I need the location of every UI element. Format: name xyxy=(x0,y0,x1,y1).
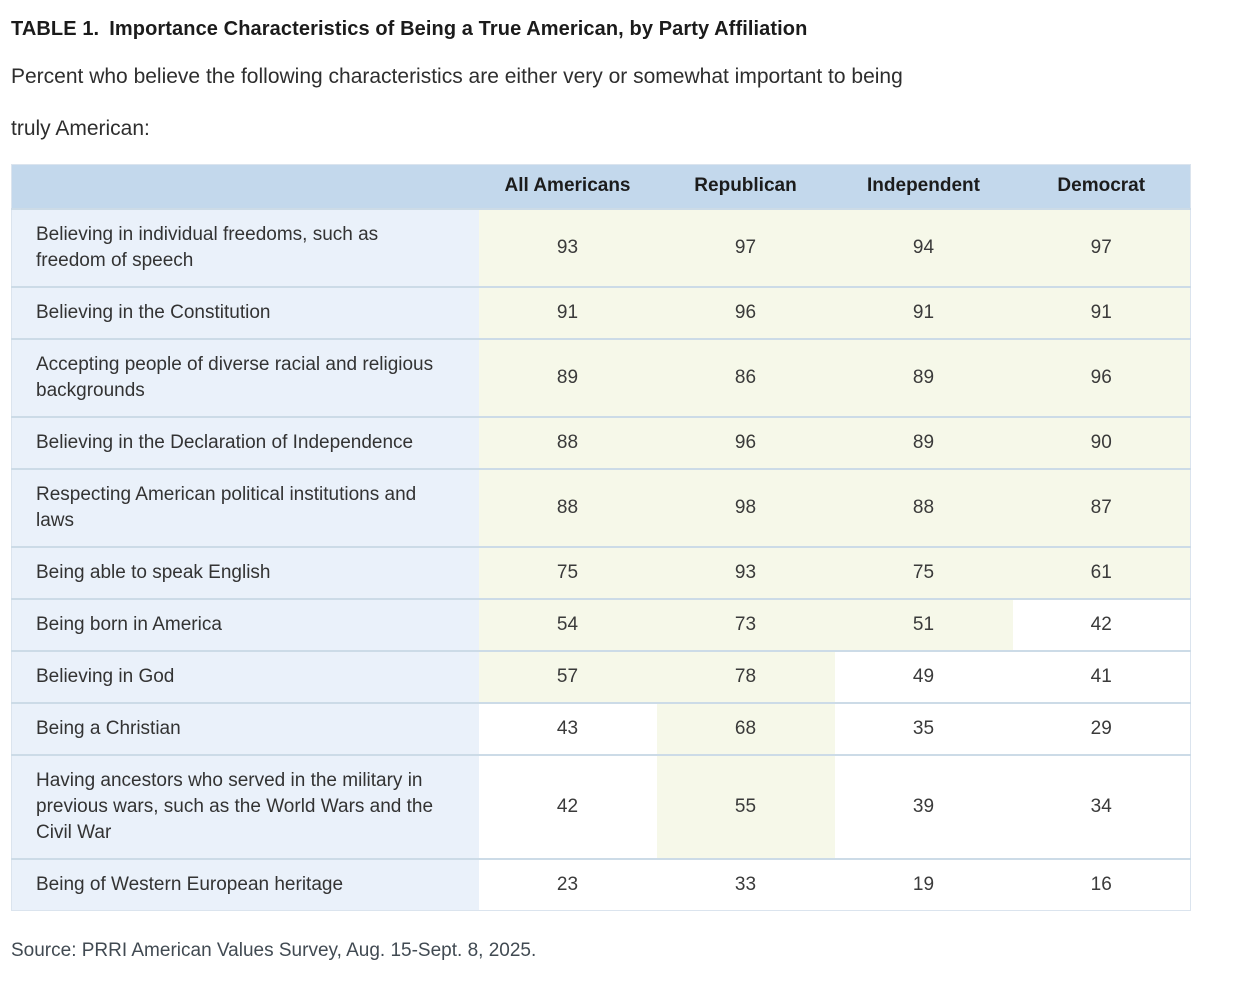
value-cell: 42 xyxy=(1012,599,1191,651)
corner-cell xyxy=(11,164,479,209)
source-note: Source: PRRI American Values Survey, Aug… xyxy=(11,940,537,961)
value-cell: 98 xyxy=(656,469,835,547)
row-label: Accepting people of diverse racial and r… xyxy=(11,339,479,417)
value-cell: 55 xyxy=(656,755,835,859)
row-label: Being able to speak English xyxy=(11,547,479,599)
table-row: Accepting people of diverse racial and r… xyxy=(11,339,1191,417)
row-label: Being born in America xyxy=(11,599,479,651)
table-row: Believing in the Declaration of Independ… xyxy=(11,417,1191,469)
table-figure: TABLE 1. Importance Characteristics of Be… xyxy=(11,0,1191,962)
value-cell: 42 xyxy=(478,755,657,859)
value-cell: 78 xyxy=(656,651,835,703)
value-cell: 97 xyxy=(1012,209,1191,287)
value-cell: 29 xyxy=(1012,703,1191,755)
value-cell: 68 xyxy=(656,703,835,755)
table-row: Being able to speak English 75 93 75 61 xyxy=(11,547,1191,599)
subtitle-line-2: truly American: xyxy=(11,117,150,140)
header-row: All Americans Republican Independent Democr… xyxy=(11,164,1191,209)
value-cell: 94 xyxy=(834,209,1013,287)
value-cell: 54 xyxy=(478,599,657,651)
survey-table: All Americans Republican Independent Democr… xyxy=(11,164,1191,911)
row-label: Believing in the Declaration of Independ… xyxy=(11,417,479,469)
value-cell: 33 xyxy=(656,859,835,911)
value-cell: 91 xyxy=(834,287,1013,339)
column-header-1: All Americans xyxy=(478,164,657,209)
row-label: Being a Christian xyxy=(11,703,479,755)
row-label: Believing in individual freedoms, such a… xyxy=(11,209,479,287)
value-cell: 89 xyxy=(834,339,1013,417)
value-cell: 51 xyxy=(834,599,1013,651)
column-header-3: Independent xyxy=(834,164,1013,209)
value-cell: 88 xyxy=(478,417,657,469)
value-cell: 89 xyxy=(478,339,657,417)
value-cell: 73 xyxy=(656,599,835,651)
table-row: Believing in God 57 78 49 41 xyxy=(11,651,1191,703)
value-cell: 88 xyxy=(478,469,657,547)
value-cell: 57 xyxy=(478,651,657,703)
table-row: Having ancestors who served in the milit… xyxy=(11,755,1191,859)
value-cell: 93 xyxy=(478,209,657,287)
value-cell: 90 xyxy=(1012,417,1191,469)
value-cell: 97 xyxy=(656,209,835,287)
value-cell: 88 xyxy=(834,469,1013,547)
subtitle-line-1: Percent who believe the following charac… xyxy=(11,65,903,88)
table-subtitle: Percent who believe the following charac… xyxy=(11,51,1190,155)
value-cell: 75 xyxy=(478,547,657,599)
value-cell: 75 xyxy=(834,547,1013,599)
table-row: Believing in individual freedoms, such a… xyxy=(11,209,1191,287)
table-header: All Americans Republican Independent Democr… xyxy=(11,164,1191,209)
table-row: Respecting American political institutio… xyxy=(11,469,1191,547)
value-cell: 93 xyxy=(656,547,835,599)
value-cell: 89 xyxy=(834,417,1013,469)
value-cell: 91 xyxy=(1012,287,1191,339)
row-label: Respecting American political institutio… xyxy=(11,469,479,547)
table-row: Being of Western European heritage 23 33 19… xyxy=(11,859,1191,911)
value-cell: 16 xyxy=(1012,859,1191,911)
table-row: Being born in America 54 73 51 42 xyxy=(11,599,1191,651)
value-cell: 34 xyxy=(1012,755,1191,859)
table-number: TABLE 1. xyxy=(11,18,100,40)
value-cell: 96 xyxy=(656,287,835,339)
table-row: Believing in the Constitution 91 96 91 91 xyxy=(11,287,1191,339)
value-cell: 91 xyxy=(478,287,657,339)
value-cell: 35 xyxy=(834,703,1013,755)
table-body: Believing in individual freedoms, such a… xyxy=(11,209,1191,911)
column-header-4: Democrat xyxy=(1012,164,1191,209)
value-cell: 19 xyxy=(834,859,1013,911)
value-cell: 87 xyxy=(1012,469,1191,547)
value-cell: 96 xyxy=(656,417,835,469)
row-label: Believing in God xyxy=(11,651,479,703)
table-row: Being a Christian 43 68 35 29 xyxy=(11,703,1191,755)
row-label: Being of Western European heritage xyxy=(11,859,479,911)
row-label: Having ancestors who served in the milit… xyxy=(11,755,479,859)
row-label: Believing in the Constitution xyxy=(11,287,479,339)
column-header-2: Republican xyxy=(656,164,835,209)
value-cell: 96 xyxy=(1012,339,1191,417)
value-cell: 61 xyxy=(1012,547,1191,599)
value-cell: 49 xyxy=(834,651,1013,703)
value-cell: 39 xyxy=(834,755,1013,859)
value-cell: 23 xyxy=(478,859,657,911)
value-cell: 41 xyxy=(1012,651,1191,703)
table-title-text: Importance Characteristics of Being a Tr… xyxy=(109,18,808,40)
table-title: TABLE 1. Importance Characteristics of Be… xyxy=(11,18,1190,41)
value-cell: 86 xyxy=(656,339,835,417)
value-cell: 43 xyxy=(478,703,657,755)
